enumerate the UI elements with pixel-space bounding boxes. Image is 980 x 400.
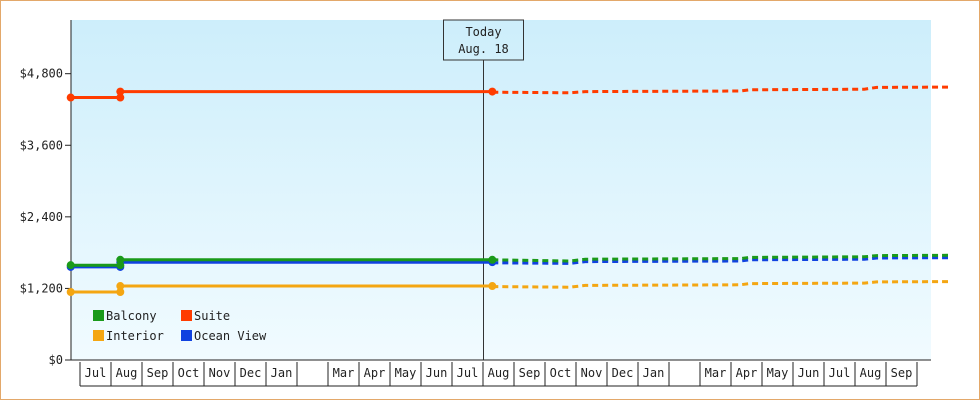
x-month-label: Jan [643, 366, 665, 380]
x-month-label: Dec [240, 366, 262, 380]
series-point-interior [116, 288, 125, 296]
legend-swatch [181, 330, 192, 341]
series-point-interior [116, 282, 125, 291]
series-point-balcony [66, 261, 75, 270]
y-tick-label: $2,400 [20, 210, 63, 224]
series-layer [66, 85, 949, 296]
x-month-label: Jun [798, 366, 820, 380]
legend-label: Suite [194, 309, 230, 323]
today-marker: Today Aug. 18 [443, 19, 524, 360]
today-date: Aug. 18 [458, 42, 509, 56]
y-axis: $0 $1,200 $2,400 $3,600 $4,800 [20, 20, 72, 367]
x-month-label: Mar [705, 366, 727, 380]
x-month-label: Jun [426, 366, 448, 380]
x-month-label: Dec [612, 366, 634, 380]
series-point-balcony [488, 255, 497, 264]
plot-area [71, 20, 931, 360]
today-box [443, 19, 524, 61]
series-forecast-suite [492, 85, 949, 95]
x-month-label: Nov [209, 366, 231, 380]
legend-label: Ocean View [194, 329, 267, 343]
series-point-suite [66, 93, 75, 102]
x-month-label: Sep [519, 366, 541, 380]
x-month-label: Oct [178, 366, 200, 380]
series-point-interior [66, 288, 75, 296]
series-forecast-interior [492, 280, 949, 289]
x-month-label: Jul [457, 366, 479, 380]
series-point-interior [488, 282, 497, 291]
y-tick-label: $4,800 [20, 67, 63, 81]
x-month-label: Jul [829, 366, 851, 380]
x-month-label: Aug [860, 366, 882, 380]
series-point-suite [488, 87, 497, 96]
x-month-label: Mar [333, 366, 355, 380]
y-tick-label: $0 [49, 353, 63, 367]
series-forecast-balcony [492, 253, 949, 263]
x-month-label: Aug [488, 366, 510, 380]
series-point-suite [116, 87, 125, 96]
legend-swatch [181, 310, 192, 321]
legend-swatch [93, 310, 104, 321]
legend: Balcony Suite Interior Ocean View [93, 309, 267, 343]
x-month-label: Jul [85, 366, 107, 380]
x-month-label: May [767, 366, 789, 380]
legend-swatch [93, 330, 104, 341]
x-month-label: Apr [364, 366, 386, 380]
x-axis: Jul Aug Sep Oct Nov Dec Jan Mar Apr May Jun Jul Aug S… [71, 359, 931, 387]
x-month-label: Sep [147, 366, 169, 380]
x-month-label: Apr [736, 366, 758, 380]
today-label: Today [465, 25, 501, 39]
legend-label: Balcony [106, 309, 157, 323]
series-point-balcony [116, 255, 125, 264]
x-month-label: Aug [116, 366, 138, 380]
legend-label: Interior [106, 329, 164, 343]
x-month-label: Oct [550, 366, 572, 380]
y-tick-label: $1,200 [20, 281, 63, 295]
series-point-suite [116, 93, 125, 102]
y-tick-label: $3,600 [20, 138, 63, 152]
x-month-label: Sep [891, 366, 913, 380]
x-month-label: May [395, 366, 417, 380]
series-forecast-ocean-view [492, 256, 949, 265]
x-month-label: Jan [271, 366, 293, 380]
x-month-label: Nov [581, 366, 603, 380]
